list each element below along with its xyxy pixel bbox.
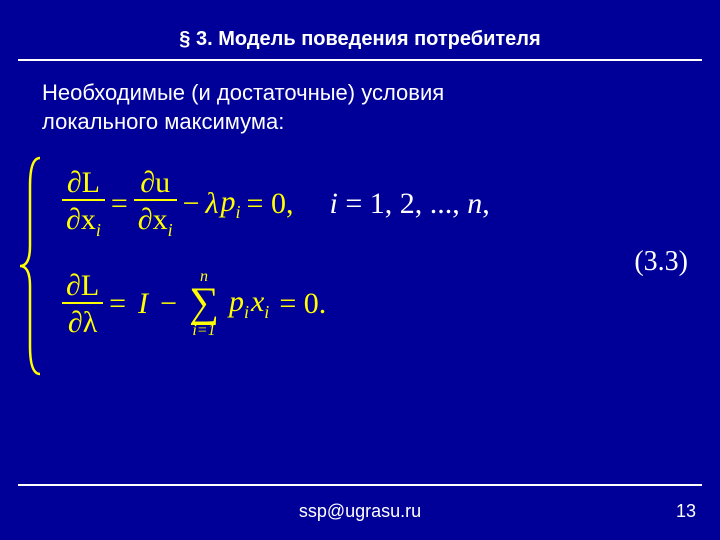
equation-1: ∂L ∂xi = ∂u ∂xi − λ pi = 0, i = 1, 2, ..…: [62, 166, 700, 241]
bottom-rule: [18, 484, 702, 486]
eq2-I: I: [138, 287, 148, 321]
footer-email: ssp@ugrasu.ru: [0, 501, 720, 522]
eq2-eqzero: = 0.: [279, 287, 326, 321]
eq1-eqzero: = 0,: [247, 187, 294, 221]
subtitle-line1: Необходимые (и достаточные) условия: [42, 80, 444, 105]
equation-2: ∂L ∂λ = I − n ∑ i=1 pi xi = 0.: [62, 269, 700, 339]
eq2-equals: =: [109, 287, 126, 321]
subtitle-line2: локального максимума:: [42, 109, 284, 134]
eq1-p: pi: [221, 185, 241, 223]
equations-group: ∂L ∂xi = ∂u ∂xi − λ pi = 0, i = 1, 2, ..…: [62, 166, 700, 339]
eq1-minus: −: [183, 187, 200, 221]
eq1-lambda: λ: [206, 187, 219, 221]
eq2-lhs-fraction: ∂L ∂λ: [62, 269, 103, 339]
eq2-x: xi: [251, 285, 269, 323]
summation-icon: n ∑ i=1: [189, 269, 219, 339]
eq1-index-range: i = 1, 2, ..., n,: [329, 187, 489, 221]
eq2-minus: −: [160, 287, 177, 321]
formula-block: ∂L ∂xi = ∂u ∂xi − λ pi = 0, i = 1, 2, ..…: [0, 146, 720, 377]
eq1-lhs-fraction: ∂L ∂xi: [62, 166, 105, 241]
eq1-equals: =: [111, 187, 128, 221]
left-brace-icon: [16, 156, 46, 376]
subtitle: Необходимые (и достаточные) условия лока…: [0, 61, 720, 146]
page-number: 13: [676, 501, 696, 522]
eq2-p: pi: [229, 285, 249, 323]
eq1-rhs-fraction: ∂u ∂xi: [134, 166, 177, 241]
slide-header: § 3. Модель поведения потребителя: [0, 0, 720, 59]
slide-title: § 3. Модель поведения потребителя: [179, 28, 540, 50]
equation-number: (3.3): [634, 246, 688, 278]
